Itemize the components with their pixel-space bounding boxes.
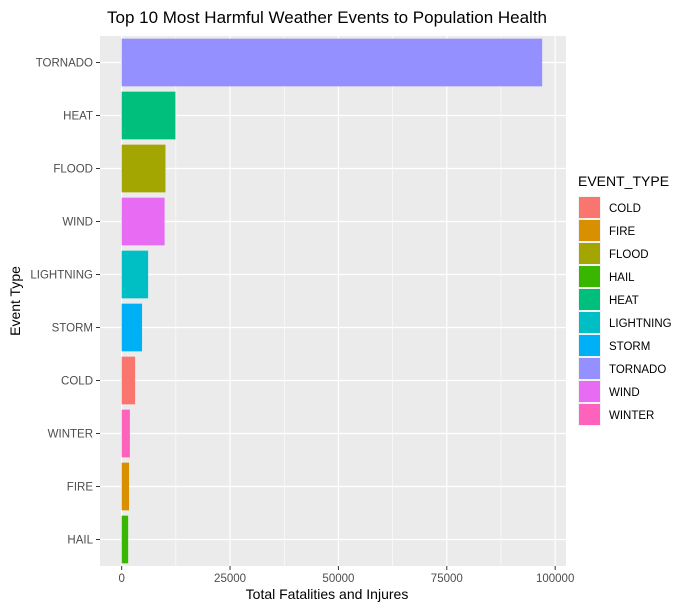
y-axis: TORNADO HEAT FLOOD WIND LIGHTNING STORM COLD WI… bbox=[30, 58, 100, 547]
y-axis-label: Event Type bbox=[7, 266, 23, 336]
legend-swatch bbox=[579, 404, 600, 425]
legend-item-hail: HAIL bbox=[578, 265, 635, 288]
legend-items: COLD FIRE FLOOD HAIL HEAT LIGHTNING STORM TORNA… bbox=[578, 196, 672, 426]
legend-swatch bbox=[579, 220, 600, 241]
legend-item-storm: STORM bbox=[578, 334, 650, 357]
bar-storm bbox=[121, 303, 143, 352]
x-tick-label: 100000 bbox=[536, 573, 574, 585]
y-tick-label: HEAT bbox=[63, 111, 93, 123]
legend-title: EVENT_TYPE bbox=[578, 173, 669, 189]
bar-winter bbox=[121, 409, 130, 458]
bar-cold bbox=[121, 356, 136, 405]
legend-label: HEAT bbox=[609, 295, 639, 307]
bar-wind bbox=[121, 197, 165, 246]
y-tick-label: FLOOD bbox=[53, 164, 93, 176]
bar-lightning bbox=[121, 250, 149, 299]
legend-swatch bbox=[579, 381, 600, 402]
legend-label: COLD bbox=[609, 203, 641, 215]
y-tick-label: LIGHTNING bbox=[30, 270, 93, 282]
legend-label: LIGHTNING bbox=[609, 318, 672, 330]
y-tick-label: HAIL bbox=[67, 535, 93, 547]
legend-label: FLOOD bbox=[609, 249, 649, 261]
legend-item-winter: WINTER bbox=[578, 403, 654, 426]
y-tick-label: WIND bbox=[62, 217, 93, 229]
chart-title: Top 10 Most Harmful Weather Events to Po… bbox=[107, 8, 547, 27]
x-axis-label: Total Fatalities and Injures bbox=[246, 586, 409, 602]
plot-panel bbox=[100, 36, 566, 566]
legend-swatch bbox=[579, 266, 600, 287]
legend-swatch bbox=[579, 197, 600, 218]
legend-item-tornado: TORNADO bbox=[578, 357, 666, 380]
legend-label: STORM bbox=[609, 341, 650, 353]
legend-item-heat: HEAT bbox=[578, 288, 639, 311]
y-tick-label: COLD bbox=[61, 376, 93, 388]
legend-label: TORNADO bbox=[609, 364, 666, 376]
bars-group bbox=[121, 38, 543, 564]
bar-heat bbox=[121, 91, 176, 140]
legend-item-fire: FIRE bbox=[578, 219, 636, 242]
bar-hail bbox=[121, 515, 129, 564]
x-tick-label: 0 bbox=[118, 573, 124, 585]
legend-item-wind: WIND bbox=[578, 380, 640, 403]
legend-label: WIND bbox=[609, 387, 640, 399]
legend-item-cold: COLD bbox=[578, 196, 641, 219]
legend-item-lightning: LIGHTNING bbox=[578, 311, 672, 334]
legend-swatch bbox=[579, 289, 600, 310]
x-tick-label: 75000 bbox=[431, 573, 463, 585]
x-tick-label: 50000 bbox=[322, 573, 354, 585]
bar-tornado bbox=[121, 38, 543, 87]
legend-label: FIRE bbox=[609, 226, 636, 238]
y-tick-label: STORM bbox=[52, 323, 93, 335]
legend-label: WINTER bbox=[609, 410, 654, 422]
legend-label: HAIL bbox=[609, 272, 635, 284]
y-tick-label: WINTER bbox=[48, 429, 93, 441]
legend-swatch bbox=[579, 312, 600, 333]
legend-item-flood: FLOOD bbox=[578, 242, 649, 265]
y-tick-label: FIRE bbox=[67, 482, 94, 494]
legend-swatch bbox=[579, 243, 600, 264]
bar-fire bbox=[121, 462, 130, 511]
bar-flood bbox=[121, 144, 166, 193]
x-tick-label: 25000 bbox=[214, 573, 246, 585]
x-axis: 0 25000 50000 75000 100000 bbox=[118, 566, 574, 585]
legend: EVENT_TYPE COLD FIRE FLOOD HAIL HEAT LIGHTNIN… bbox=[578, 173, 672, 426]
legend-swatch bbox=[579, 358, 600, 379]
y-tick-label: TORNADO bbox=[36, 58, 93, 70]
legend-swatch bbox=[579, 335, 600, 356]
